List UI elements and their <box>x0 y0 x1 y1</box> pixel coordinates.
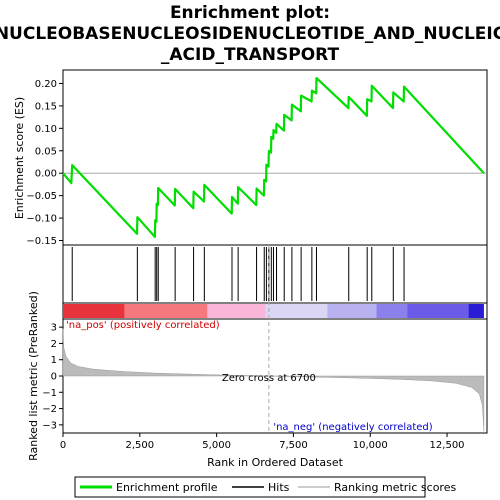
es-y-axis-label: Enrichment score (ES) <box>13 97 26 219</box>
enrichment-profile-group <box>63 78 484 237</box>
pos-correlated-label: 'na_pos' (positively correlated) <box>66 320 220 331</box>
es-y-tick-label-1: −0.10 <box>26 214 57 225</box>
es-y-axis: −0.15 −0.10 −0.05 0.00 0.05 0.10 0.15 0.20 <box>26 79 63 247</box>
es-panel-frame <box>63 70 487 245</box>
heatbar-segment-2 <box>207 304 265 318</box>
chart-title-line-3: _ACID_TRANSPORT <box>161 45 340 65</box>
heatbar-segment-5 <box>376 304 407 318</box>
zero-cross-label: Zero cross at 6700 <box>222 373 316 384</box>
es-y-tick-label-2: −0.05 <box>26 191 57 202</box>
es-y-tick-label-0: −0.15 <box>26 236 57 247</box>
x-tick-label-0: 0 <box>60 440 66 451</box>
metric-y-tick-label-3: 0 <box>51 372 57 383</box>
es-y-tick-label-6: 0.15 <box>35 101 57 112</box>
es-y-tick-label-3: 0.00 <box>35 169 57 180</box>
heatbar-segment-6 <box>407 304 468 318</box>
heatbar-segment-4 <box>327 304 376 318</box>
heatbar-segment-0 <box>63 304 124 318</box>
legend-metric-label: Ranking metric scores <box>334 481 456 494</box>
chart-title-line-2: NUCLEOBASENUCLEOSIDENUCLEOTIDE_AND_NUCLE… <box>0 24 500 44</box>
metric-y-tick-label-1: −2 <box>42 404 57 415</box>
metric-y-tick-label-2: −1 <box>42 388 57 399</box>
enrichment-profile-line <box>63 78 484 237</box>
heatbar-segment-3 <box>266 304 327 318</box>
heatbar-group <box>63 304 484 318</box>
neg-correlated-label: 'na_neg' (negatively correlated) <box>273 422 432 433</box>
metric-y-tick-label-6: 3 <box>51 323 57 334</box>
legend-enrichment-label: Enrichment profile <box>116 481 218 494</box>
heatbar-segment-1 <box>124 304 207 318</box>
x-tick-label-2: 5,000 <box>202 440 231 451</box>
metric-y-tick-label-0: −3 <box>42 420 57 431</box>
heatbar-segment-7 <box>469 304 484 318</box>
hits-panel-frame <box>63 245 487 303</box>
es-y-tick-label-7: 0.20 <box>35 79 57 90</box>
metric-y-axis: −3 −2 −1 0 1 2 3 <box>42 323 63 432</box>
x-axis: 0 2,500 5,000 7,500 10,000 12,500 <box>60 433 465 451</box>
metric-y-axis-label: Ranked list metric (PreRanked) <box>27 291 40 461</box>
x-tick-label-3: 7,500 <box>279 440 308 451</box>
es-y-tick-label-5: 0.10 <box>35 124 57 135</box>
x-tick-label-4: 10,000 <box>353 440 388 451</box>
x-tick-label-1: 2,500 <box>125 440 154 451</box>
hits-group <box>72 247 404 301</box>
chart-title-line-1: Enrichment plot: <box>170 3 330 23</box>
metric-y-tick-label-4: 1 <box>51 355 57 366</box>
metric-y-tick-label-5: 2 <box>51 339 57 350</box>
x-axis-label: Rank in Ordered Dataset <box>207 456 344 469</box>
es-y-tick-label-4: 0.05 <box>35 146 57 157</box>
x-tick-label-5: 12,500 <box>430 440 465 451</box>
legend-hits-label: Hits <box>268 481 290 494</box>
